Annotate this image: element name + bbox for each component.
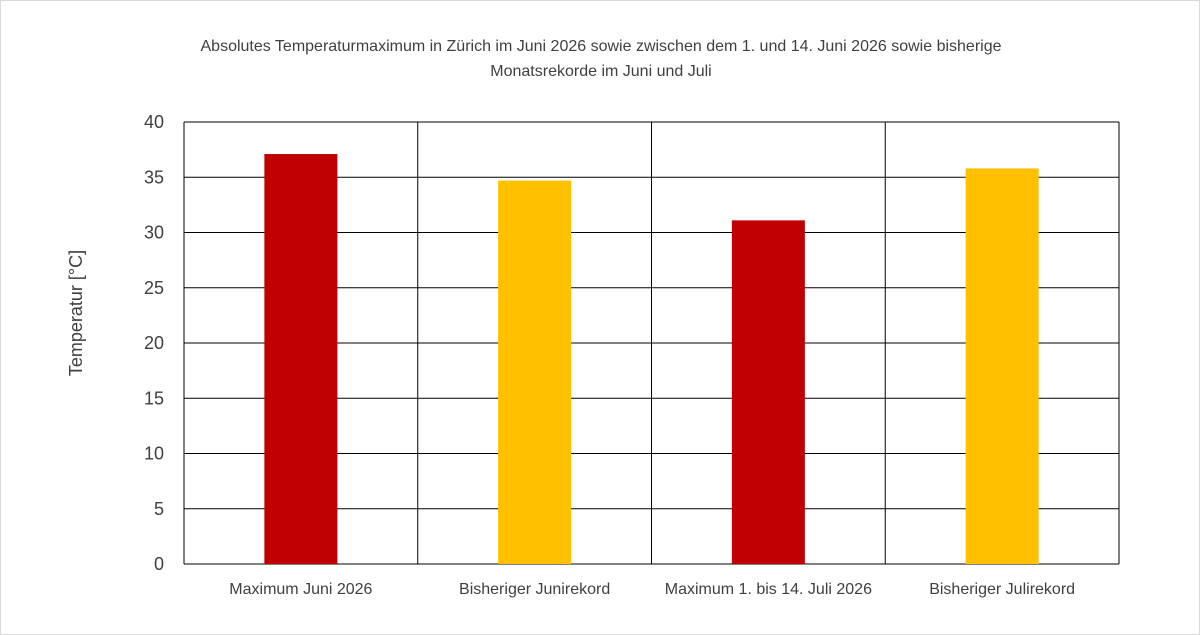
y-tick-label: 25 (144, 278, 164, 298)
chart-title-line-2: Monatsrekorde im Juni und Juli (490, 63, 712, 80)
gridlines (183, 121, 1120, 565)
x-tick-label: Maximum 1. bis 14. Juli 2026 (665, 581, 872, 598)
y-tick-label: 10 (144, 444, 164, 464)
y-axis-label: Temperatur [°C] (66, 250, 86, 376)
x-tick-labels: Maximum Juni 2026 Bisheriger Junirekord Ma… (229, 581, 1075, 598)
y-tick-label: 20 (144, 333, 164, 353)
x-tick-label: Bisheriger Julirekord (929, 581, 1075, 598)
x-tick-label: Bisheriger Junirekord (459, 581, 610, 598)
y-tick-label: 15 (144, 388, 164, 408)
y-tick-label: 0 (154, 554, 164, 574)
y-tick-label: 35 (144, 167, 164, 187)
x-tick-label: Maximum Juni 2026 (229, 581, 372, 598)
bar-3 (731, 220, 805, 564)
bar-4 (965, 168, 1039, 564)
y-tick-label: 40 (144, 112, 164, 132)
chart-title: Absolutes Temperaturmaximum in Zürich im… (141, 34, 1061, 84)
bar-1 (264, 154, 338, 565)
bar-2 (498, 180, 572, 564)
bars (264, 154, 1039, 565)
chart-title-line-1: Absolutes Temperaturmaximum in Zürich im… (200, 38, 1002, 55)
y-tick-label: 5 (154, 499, 164, 519)
y-tick-labels: 0 5 10 15 20 25 30 35 40 (144, 112, 164, 574)
y-tick-label: 30 (144, 223, 164, 243)
